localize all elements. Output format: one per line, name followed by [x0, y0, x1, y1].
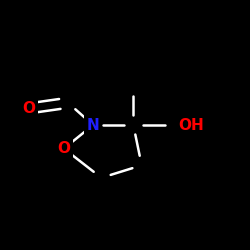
- Text: N: N: [87, 118, 100, 132]
- Text: O: O: [23, 101, 36, 116]
- Text: O: O: [58, 141, 70, 156]
- Text: OH: OH: [178, 118, 204, 132]
